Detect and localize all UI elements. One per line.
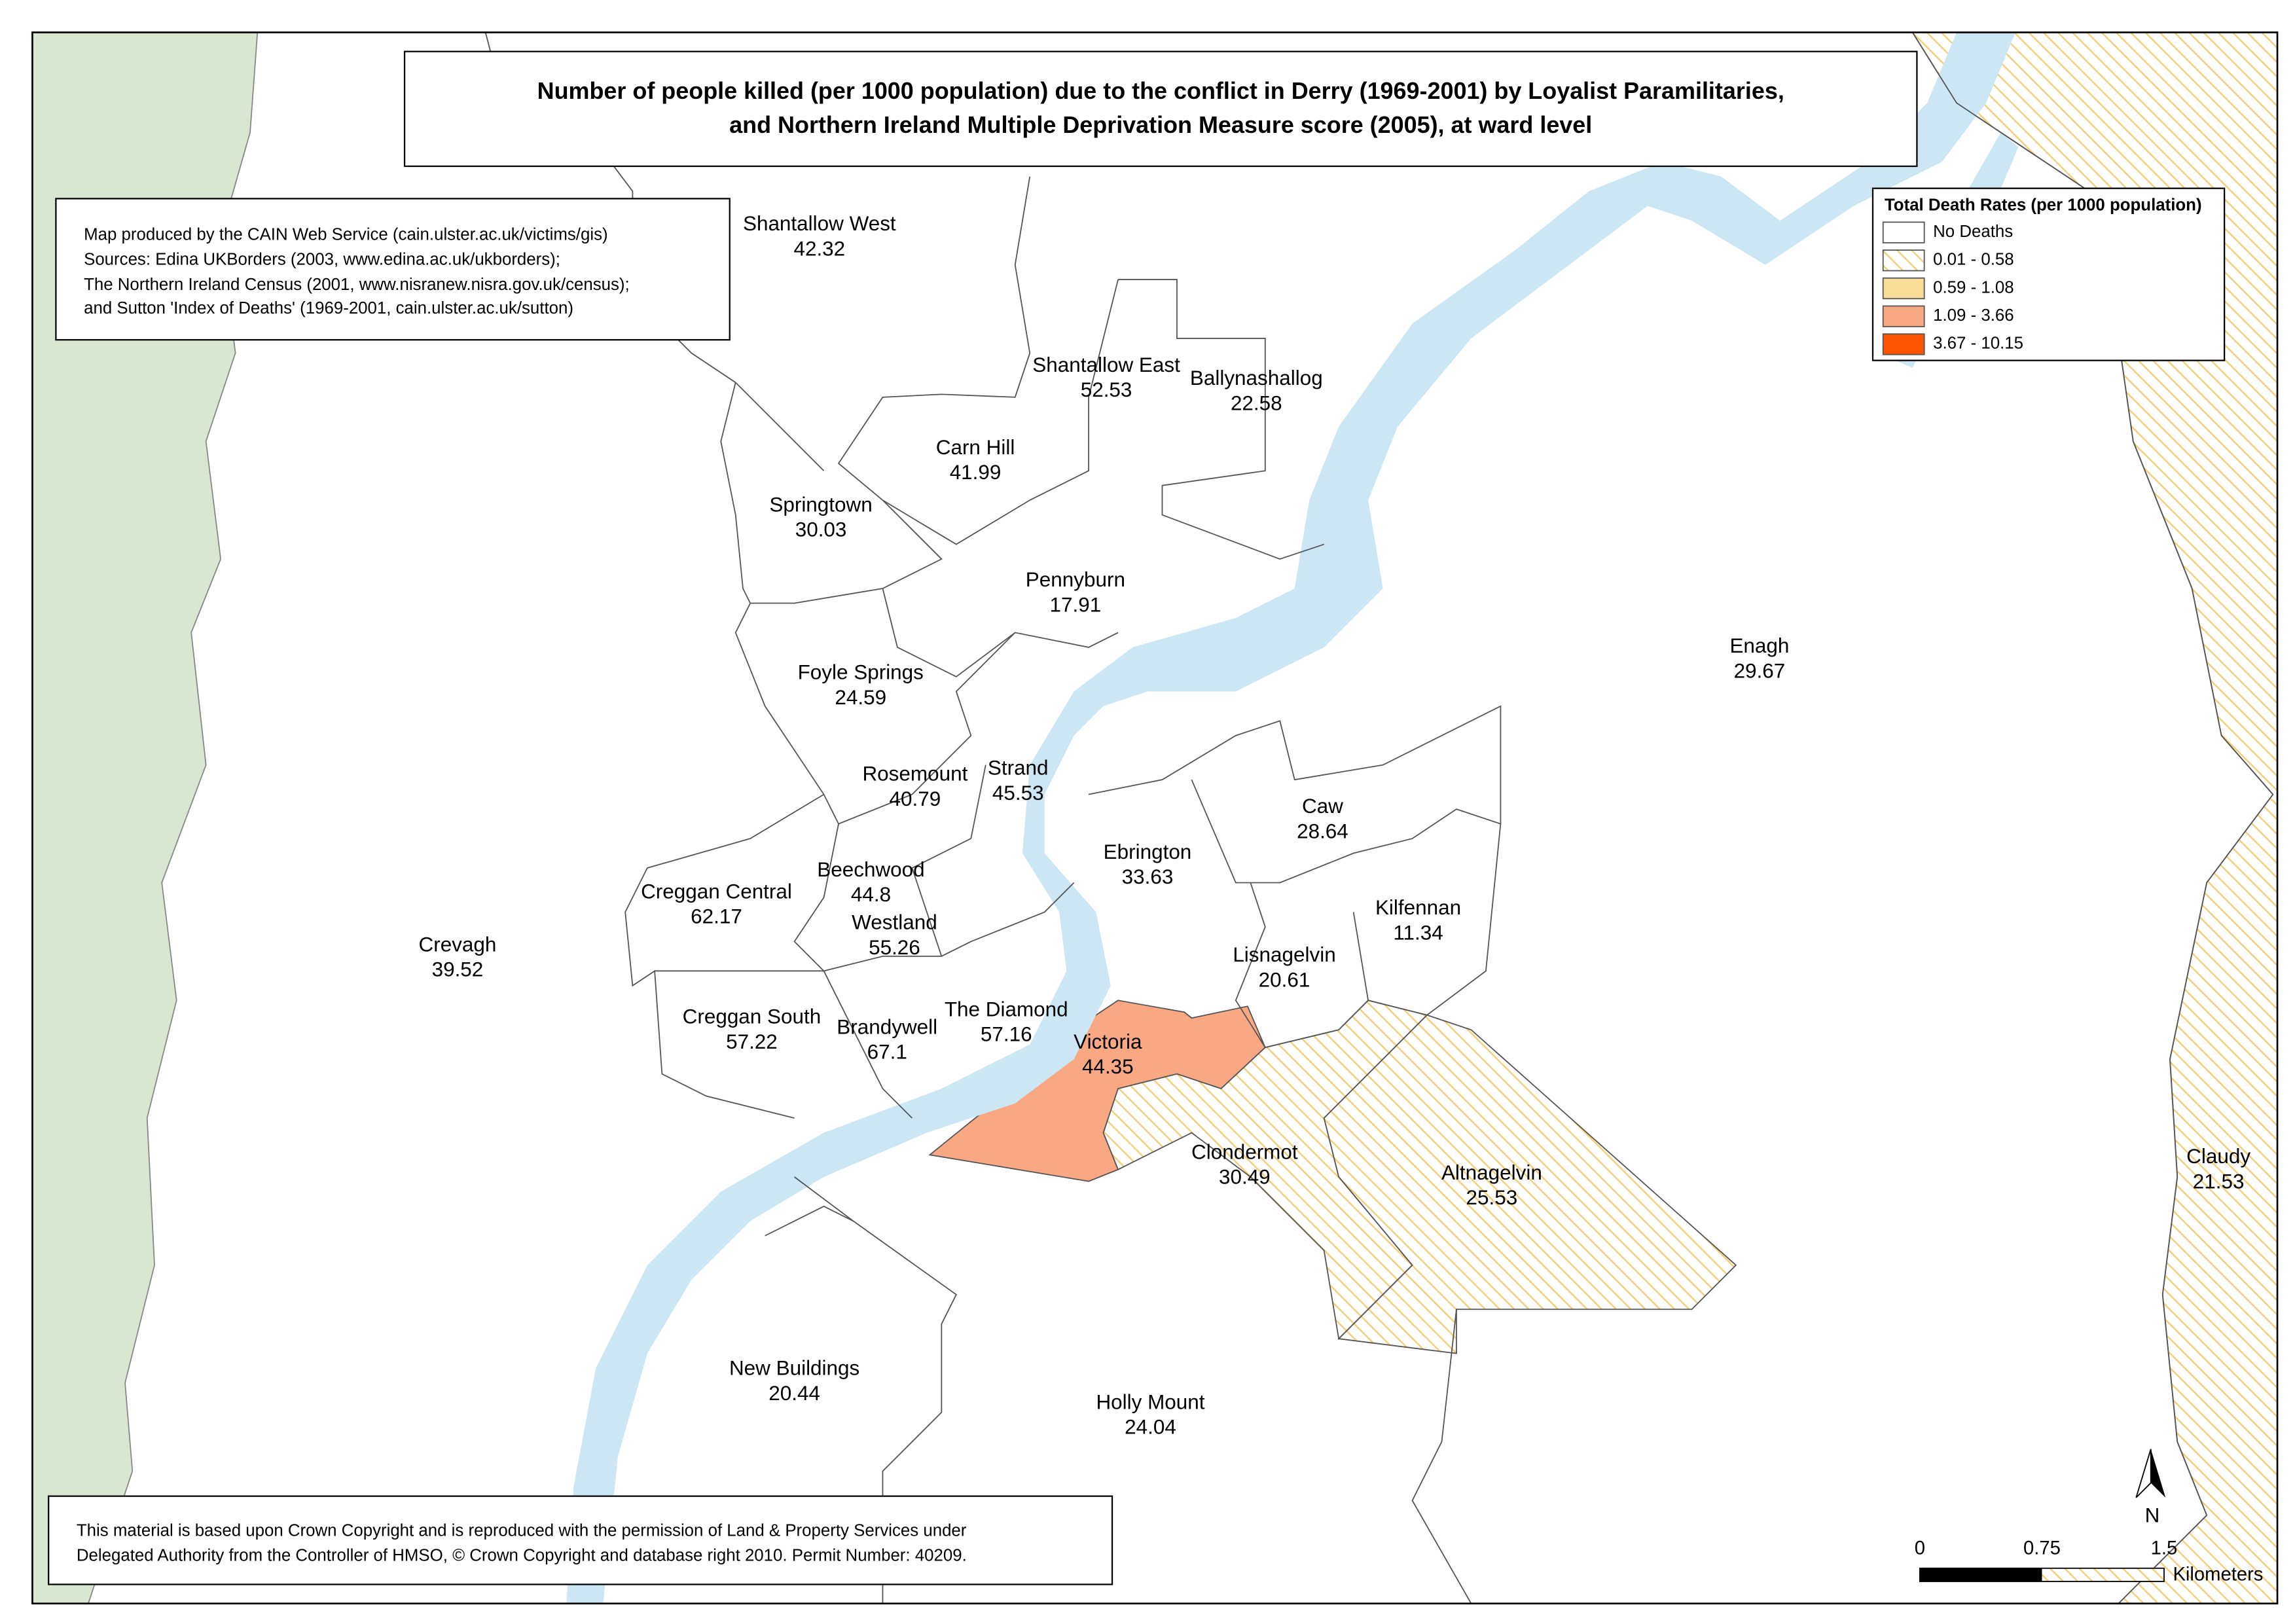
river-foyle — [566, 32, 2015, 1604]
ward-score: 44.8 — [851, 883, 891, 906]
sources-line: Sources: Edina UKBorders (2003, www.edin… — [84, 251, 560, 269]
title: and Northern Ireland Multiple Deprivatio… — [729, 111, 1592, 138]
ward-score: 57.22 — [726, 1030, 778, 1053]
ward-area — [1323, 1014, 1737, 1354]
ward-score: 25.53 — [1466, 1186, 1518, 1209]
legend-label: 1.09 - 3.66 — [1933, 306, 2014, 325]
scale-bar-segment — [1919, 1568, 2042, 1582]
ward-name: Lisnagelvin — [1233, 943, 1335, 966]
ward-score: 41.99 — [950, 461, 1002, 484]
legend-label: 3.67 - 10.15 — [1933, 334, 2023, 353]
title: Number of people killed (per 1000 popula… — [537, 77, 1784, 104]
ward-name: Shantallow East — [1032, 353, 1180, 376]
map-frame — [31, 31, 2279, 1605]
ward-score: 20.61 — [1259, 968, 1310, 991]
legend-swatch — [1882, 277, 1925, 300]
ward-name: Claudy — [2186, 1145, 2250, 1168]
title-box — [403, 50, 1918, 168]
ward-score: 24.59 — [835, 686, 886, 709]
ward-name: Strand — [988, 757, 1049, 780]
ward-name: Pennyburn — [1026, 568, 1125, 591]
ward-score: 33.63 — [1122, 865, 1174, 888]
ward-score: 55.26 — [869, 936, 920, 959]
scale-unit: Kilometers — [2173, 1564, 2263, 1585]
ward-name: Enagh — [1729, 634, 1789, 657]
legend-label: 0.59 - 1.08 — [1933, 278, 2014, 297]
ward-name: Ballynashallog — [1190, 367, 1323, 389]
ward-name: Rosemount — [862, 763, 967, 785]
ward-score: 57.16 — [981, 1023, 1032, 1046]
ward-score: 52.53 — [1081, 378, 1132, 401]
ward-score: 22.58 — [1231, 391, 1282, 414]
copyright-box — [48, 1495, 1113, 1585]
ward-score: 30.03 — [795, 518, 847, 541]
ward-score: 17.91 — [1050, 593, 1102, 616]
ward-score: 40.79 — [890, 787, 941, 810]
ward-name: Clondermot — [1191, 1140, 1298, 1163]
ward-name: Altnagelvin — [1441, 1161, 1542, 1184]
legend-box — [1871, 187, 2226, 361]
ward-score: 45.53 — [992, 782, 1044, 804]
scale-label: 0 — [1915, 1538, 1925, 1559]
ward-score: 28.64 — [1297, 820, 1348, 842]
legend-swatch — [1882, 305, 1925, 327]
legend-swatch — [1882, 249, 1925, 272]
ward-name: Westland — [852, 911, 937, 934]
ward-name: New Buildings — [729, 1357, 859, 1380]
ward-score: 24.04 — [1125, 1416, 1176, 1439]
legend-swatch — [1882, 221, 1925, 244]
ward-score: 67.1 — [867, 1041, 907, 1064]
ward-score: 21.53 — [2193, 1170, 2245, 1193]
ward-name: Creggan South — [683, 1005, 822, 1028]
ward-score: 30.49 — [1219, 1166, 1271, 1189]
ward-name: Crevagh — [419, 933, 497, 956]
legend-label: 0.01 - 0.58 — [1933, 251, 2014, 269]
sources-line: The Northern Ireland Census (2001, www.n… — [84, 276, 630, 294]
ward-score: 42.32 — [793, 237, 845, 260]
sources-box — [55, 198, 731, 341]
ward-score: 44.35 — [1082, 1055, 1134, 1078]
legend-label: No Deaths — [1933, 223, 2013, 241]
scale-label: 1.5 — [2151, 1538, 2178, 1559]
ward-name: Victoria — [1074, 1030, 1142, 1053]
ward-name: Brandywell — [837, 1015, 937, 1038]
ward-name: Kilfennan — [1375, 896, 1461, 919]
sources-line: Map produced by the CAIN Web Service (ca… — [84, 225, 608, 244]
ward-score: 39.52 — [432, 958, 484, 981]
ward-name: Creggan Central — [641, 880, 792, 903]
copyright-line: This material is based upon Crown Copyri… — [77, 1521, 967, 1540]
sources-line: and Sutton 'Index of Deaths' (1969-2001,… — [84, 299, 573, 317]
ward-score: 20.44 — [768, 1382, 820, 1405]
ward-name: The Diamond — [945, 998, 1068, 1020]
ward-score: 29.67 — [1734, 659, 1786, 682]
north-label: N — [2145, 1504, 2160, 1526]
ward-score: 11.34 — [1393, 921, 1443, 944]
ward-boundaries — [484, 32, 2274, 1604]
ward-name: Foyle Springs — [798, 661, 924, 684]
legend-swatch — [1882, 333, 1925, 355]
ward-name: Caw — [1302, 795, 1343, 818]
copyright-line: Delegated Authority from the Controller … — [77, 1547, 967, 1565]
ward-name: Shantallow West — [743, 212, 896, 235]
ward-name: Beechwood — [817, 858, 924, 881]
scale-label: 0.75 — [2023, 1538, 2061, 1559]
legend-title: Total Death Rates (per 1000 population) — [1885, 196, 2202, 214]
ward-name: Springtown — [769, 493, 872, 516]
ward-score: 62.17 — [691, 905, 742, 928]
north-arrow — [2150, 1449, 2166, 1498]
ward-name: Holly Mount — [1096, 1390, 1204, 1413]
ward-name: Ebrington — [1104, 840, 1192, 863]
ward-name: Carn Hill — [936, 436, 1015, 459]
